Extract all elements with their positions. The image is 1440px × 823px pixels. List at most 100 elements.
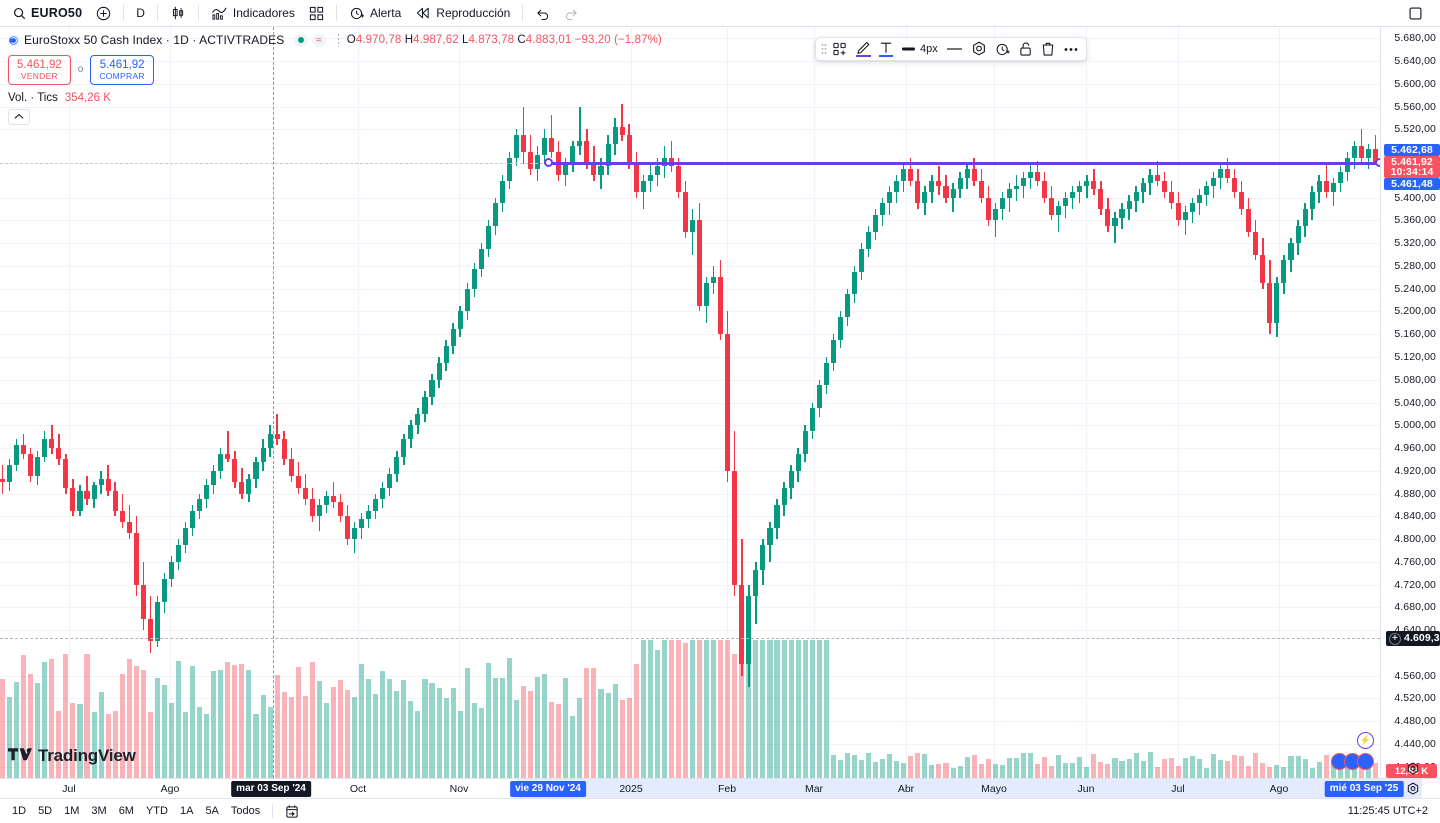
replay-button[interactable]: Reproducción bbox=[408, 2, 517, 24]
volume-bar bbox=[690, 640, 696, 778]
price-tick: 5.240,00 bbox=[1394, 282, 1436, 295]
quick-range-1a[interactable]: 1A bbox=[179, 805, 194, 817]
volume-bar bbox=[873, 761, 879, 778]
gridline-h bbox=[0, 607, 1380, 608]
horizontal-ray[interactable] bbox=[548, 162, 1380, 165]
volume-bar bbox=[380, 671, 386, 778]
text-color-button[interactable] bbox=[875, 39, 897, 59]
quick-range-1m[interactable]: 1M bbox=[64, 805, 80, 817]
volume-bar bbox=[774, 640, 780, 778]
volume-bar bbox=[732, 653, 738, 778]
quick-range-6m[interactable]: 6M bbox=[118, 805, 134, 817]
volume-bar bbox=[1154, 767, 1160, 778]
volume-bar bbox=[823, 640, 829, 778]
price-tick: 5.200,00 bbox=[1394, 305, 1436, 318]
volume-bar bbox=[929, 765, 935, 778]
price-tick: 4.720,00 bbox=[1394, 578, 1436, 591]
symbol-search-button[interactable]: EURO50 bbox=[6, 2, 89, 24]
ray-price-tag[interactable]: + 4.609,35 bbox=[1386, 631, 1440, 646]
gridline-v bbox=[1279, 27, 1280, 778]
add-alert-icon[interactable]: + bbox=[1389, 632, 1401, 645]
volume-bar bbox=[1351, 765, 1357, 778]
volume-bar bbox=[1091, 754, 1097, 778]
bottom-bar: 1D 5D 1M 3M 6M YTD 1A 5A Todos 11:25:45 UTC+2 bbox=[0, 798, 1440, 823]
tradingview-wordmark: TradingView bbox=[38, 746, 136, 765]
time-tick: Oct bbox=[349, 783, 367, 795]
volume-bar bbox=[246, 669, 252, 778]
volume-bar bbox=[35, 683, 41, 778]
undo-button[interactable] bbox=[528, 2, 557, 24]
user-dots-icon[interactable] bbox=[1331, 753, 1374, 770]
more-options-button[interactable] bbox=[1059, 39, 1083, 59]
add-template-button[interactable] bbox=[829, 39, 852, 59]
market-open-dot[interactable] bbox=[294, 33, 309, 47]
time-tick: Abr bbox=[897, 783, 915, 795]
drawing-toolbar[interactable]: 4px bbox=[815, 37, 1087, 61]
volume-bar bbox=[161, 685, 167, 778]
quick-range-5a[interactable]: 5A bbox=[205, 805, 219, 817]
chart-pane[interactable]: TradingView ⚡ bbox=[0, 27, 1380, 778]
time-tick: Jun bbox=[1077, 783, 1095, 795]
line-color-button[interactable] bbox=[852, 39, 875, 59]
quick-range-ytd[interactable]: YTD bbox=[145, 805, 168, 817]
quick-range-1d[interactable]: 1D bbox=[12, 805, 27, 817]
fullscreen-button[interactable] bbox=[1401, 2, 1430, 24]
clock-label[interactable]: 11:25:45 UTC+2 bbox=[1347, 805, 1428, 817]
time-scale-settings-button[interactable] bbox=[1405, 781, 1421, 797]
buy-button[interactable]: 5.461,92 COMPRAR bbox=[90, 55, 154, 85]
chart-type-button[interactable] bbox=[163, 2, 193, 24]
delayed-data-icon[interactable]: ≈ bbox=[312, 33, 326, 47]
volume-bar bbox=[542, 673, 548, 778]
volume-bar bbox=[1260, 762, 1266, 778]
volume-bar bbox=[401, 680, 407, 778]
range-start-tag: vie 29 Nov '24 bbox=[510, 781, 586, 797]
volume-bar bbox=[464, 668, 470, 778]
price-tick: 4.560,00 bbox=[1394, 669, 1436, 682]
volume-bar bbox=[1239, 755, 1245, 778]
gridline-h bbox=[0, 198, 1380, 199]
ray-handle-left[interactable] bbox=[544, 158, 553, 167]
volume-bar bbox=[816, 640, 822, 778]
goto-date-button[interactable] bbox=[279, 802, 305, 821]
time-scale[interactable]: Jul Ago Oct Nov 2025 Feb Mar Abr Mayo Jun Jul Ago m… bbox=[0, 778, 1440, 799]
volume-bar bbox=[295, 666, 301, 778]
legend-symbol-title[interactable]: EuroStoxx 50 Cash Index · 1D · ACTIVTRAD… bbox=[24, 33, 285, 47]
legend-collapse-button[interactable] bbox=[8, 108, 30, 125]
ohlc-l-label: L bbox=[462, 34, 469, 46]
alert-button[interactable]: Alerta bbox=[342, 2, 408, 24]
drawing-alert-button[interactable] bbox=[991, 39, 1015, 59]
last-price-countdown: 10:34:14 bbox=[1390, 166, 1434, 178]
add-symbol-button[interactable] bbox=[89, 2, 118, 24]
volume-bar bbox=[535, 676, 541, 778]
line-style-button[interactable] bbox=[942, 39, 967, 59]
volume-bar bbox=[422, 679, 428, 778]
settings-button[interactable] bbox=[967, 39, 991, 59]
redo-button[interactable] bbox=[557, 2, 586, 24]
ray-handle-right[interactable] bbox=[1375, 158, 1380, 167]
volume-bar bbox=[1274, 764, 1280, 778]
layout-button[interactable] bbox=[302, 2, 331, 24]
volume-bar bbox=[950, 767, 956, 778]
quick-range-3m[interactable]: 3M bbox=[91, 805, 107, 817]
volume-bar bbox=[211, 671, 217, 778]
price-tick: 5.040,00 bbox=[1394, 396, 1436, 409]
price-tick: 5.320,00 bbox=[1394, 237, 1436, 250]
gridline-v bbox=[631, 27, 632, 778]
volume-bar bbox=[91, 712, 97, 778]
indicators-button[interactable]: Indicadores bbox=[204, 2, 302, 24]
price-scale-settings-button[interactable] bbox=[1405, 761, 1421, 777]
volume-legend[interactable]: Vol. · Tics 354,26 K bbox=[8, 92, 662, 104]
quick-range-todos[interactable]: Todos bbox=[230, 805, 261, 817]
volume-bar bbox=[1281, 767, 1287, 778]
sell-button[interactable]: 5.461,92 VENDER bbox=[8, 55, 71, 85]
interval-button[interactable]: D bbox=[129, 2, 152, 24]
lightning-icon[interactable]: ⚡ bbox=[1357, 732, 1374, 749]
volume-bar bbox=[633, 663, 639, 778]
delete-button[interactable] bbox=[1037, 39, 1059, 59]
drag-grip-icon[interactable] bbox=[819, 42, 829, 56]
time-tick: Jul bbox=[1171, 783, 1185, 795]
price-scale[interactable]: 5.680,00 5.640,00 5.600,00 5.560,00 5.520,00… bbox=[1380, 27, 1440, 778]
line-width-button[interactable]: 4px bbox=[897, 39, 942, 59]
lock-button[interactable] bbox=[1015, 39, 1037, 59]
quick-range-5d[interactable]: 5D bbox=[38, 805, 53, 817]
